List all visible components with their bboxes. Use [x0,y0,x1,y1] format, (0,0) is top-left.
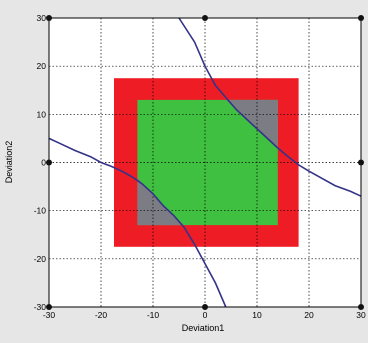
y-tick-label: -20 [34,254,47,264]
y-tick-labels: 30 20 10 0 -10 -20 -30 [34,13,47,312]
control-point-marker[interactable] [202,304,208,310]
x-tick-label: 20 [304,310,314,320]
x-tick-label: -30 [43,310,56,320]
x-tick-label: 10 [252,310,262,320]
y-tick-label: 10 [37,109,47,119]
curve-upper-right-curve [178,17,362,197]
markers-layer[interactable] [46,15,364,310]
gray-region-lower-left [137,138,185,226]
y-tick-label: 20 [37,61,47,71]
y-tick-label: -30 [34,302,47,312]
y-axis-label: Deviation2 [4,141,14,184]
x-tick-label: -10 [147,310,160,320]
x-tick-label: 0 [203,310,208,320]
control-point-marker[interactable] [358,159,364,166]
curve-lower-left-curve [48,137,227,308]
control-point-marker[interactable] [202,15,208,21]
x-tick-label: -20 [95,310,108,320]
y-tick-label: 0 [41,158,46,168]
y-tick-label: -10 [34,206,47,216]
control-point-marker[interactable] [46,15,52,21]
control-point-marker[interactable] [46,304,52,310]
x-tick-labels: -30 -20 -10 0 10 20 30 [43,310,366,320]
y-tick-label: 30 [37,13,47,23]
x-tick-label: 30 [356,310,366,320]
control-point-marker[interactable] [358,15,364,21]
control-point-marker[interactable] [358,304,364,310]
gray-region-upper-right [225,99,278,197]
curves-layer [48,17,362,308]
control-point-marker[interactable] [46,159,52,166]
x-axis-label: Deviation1 [182,323,225,333]
